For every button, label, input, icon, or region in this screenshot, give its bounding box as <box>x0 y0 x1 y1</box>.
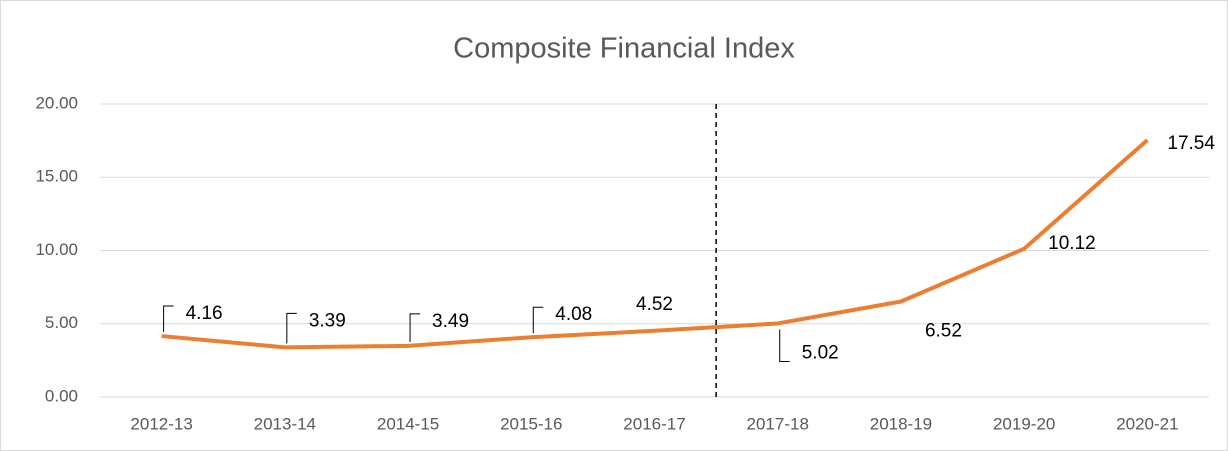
x-tick-label: 2019-20 <box>993 414 1055 433</box>
leader-line <box>779 329 790 362</box>
x-tick-label: 2017-18 <box>747 414 809 433</box>
y-tick-label: 10.00 <box>35 240 78 259</box>
x-tick-label: 2014-15 <box>377 414 439 433</box>
data-label: 10.12 <box>1048 233 1096 254</box>
chart-title: Composite Financial Index <box>453 33 795 65</box>
y-tick-label: 5.00 <box>45 313 78 332</box>
data-label: 5.02 <box>802 342 839 363</box>
x-tick-label: 2018-19 <box>870 414 932 433</box>
leader-line <box>286 312 297 344</box>
leader-line <box>409 313 421 342</box>
line <box>161 138 1149 350</box>
data-label: 4.52 <box>636 294 673 315</box>
y-tick-label: 15.00 <box>35 167 78 186</box>
data-label: 6.52 <box>925 320 962 341</box>
data-label: 4.16 <box>186 303 223 324</box>
leader-line <box>532 306 544 334</box>
data-label: 4.08 <box>555 304 592 325</box>
leader-line <box>163 305 174 333</box>
x-tick-label: 2016-17 <box>623 414 685 433</box>
x-tick-label: 2012-13 <box>130 414 192 433</box>
data-label: 17.54 <box>1167 133 1215 154</box>
y-tick-label: 20.00 <box>35 93 78 112</box>
x-tick-label: 2015-16 <box>500 414 562 433</box>
data-label: 3.49 <box>432 311 469 332</box>
data-label: 3.39 <box>309 310 346 331</box>
x-tick-label: 2020-21 <box>1116 414 1178 433</box>
y-tick-label: 0.00 <box>45 386 78 405</box>
x-tick-label: 2013-14 <box>254 414 316 433</box>
